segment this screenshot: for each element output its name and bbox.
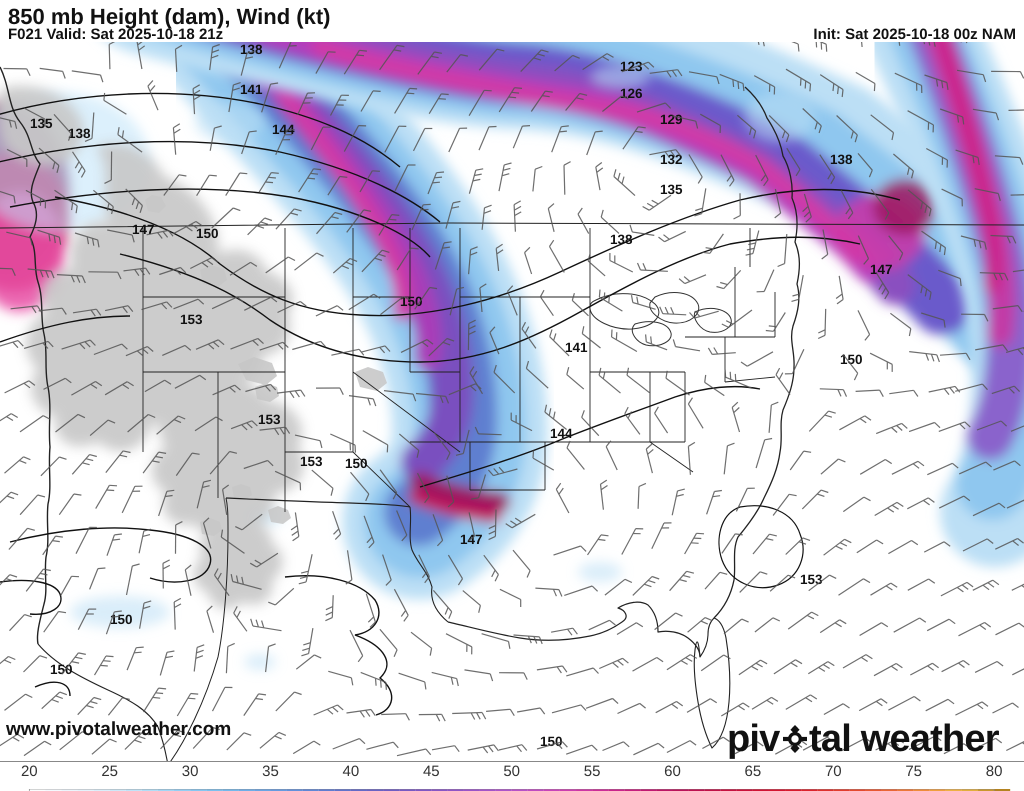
svg-text:135: 135	[30, 116, 53, 131]
svg-text:150: 150	[345, 456, 368, 471]
svg-text:150: 150	[196, 226, 219, 241]
svg-text:55: 55	[584, 763, 601, 779]
svg-text:153: 153	[300, 454, 323, 469]
svg-text:126: 126	[620, 86, 643, 101]
svg-text:147: 147	[132, 222, 155, 237]
svg-text:60: 60	[664, 763, 681, 779]
svg-text:153: 153	[258, 412, 281, 427]
svg-text:153: 153	[800, 572, 823, 587]
svg-text:50: 50	[503, 763, 520, 779]
svg-text:40: 40	[343, 763, 360, 779]
svg-text:138: 138	[830, 152, 853, 167]
svg-text:141: 141	[240, 82, 263, 97]
svg-text:35: 35	[262, 763, 279, 779]
svg-text:138: 138	[68, 126, 91, 141]
svg-text:144: 144	[550, 426, 573, 441]
svg-text:147: 147	[870, 262, 893, 277]
svg-text:153: 153	[180, 312, 203, 327]
svg-text:25: 25	[101, 763, 118, 779]
svg-text:141: 141	[565, 340, 588, 355]
svg-text:75: 75	[905, 763, 922, 779]
svg-text:129: 129	[660, 112, 683, 127]
svg-text:30: 30	[182, 763, 199, 779]
svg-text:80: 80	[986, 763, 1003, 779]
svg-text:150: 150	[400, 294, 423, 309]
svg-text:65: 65	[745, 763, 762, 779]
svg-text:piv: piv	[727, 718, 780, 760]
svg-text:45: 45	[423, 763, 440, 779]
svg-text:138: 138	[240, 42, 263, 57]
svg-text:70: 70	[825, 763, 842, 779]
svg-text:20: 20	[21, 763, 38, 779]
svg-text:135: 135	[660, 182, 683, 197]
svg-text:tal weather: tal weather	[809, 718, 1000, 760]
svg-text:138: 138	[610, 232, 633, 247]
